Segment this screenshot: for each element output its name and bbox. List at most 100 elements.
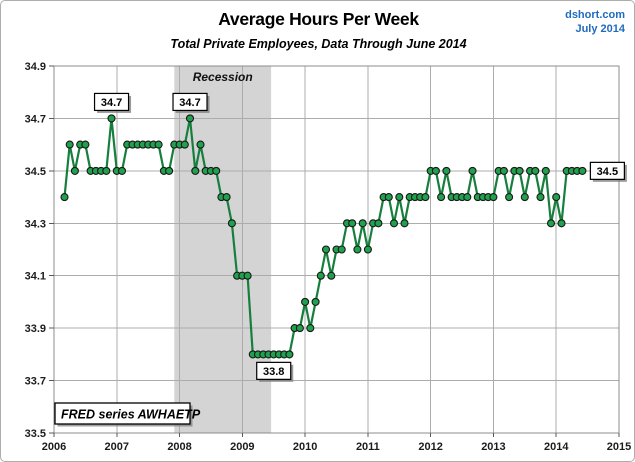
data-point bbox=[107, 114, 116, 123]
annotation-34-7: 34.7 bbox=[93, 92, 132, 113]
data-point bbox=[463, 193, 472, 202]
data-point bbox=[520, 193, 529, 202]
chart-subtitle: Total Private Employees, Data Through Ju… bbox=[170, 37, 467, 51]
y-tick-label: 33.7 bbox=[25, 376, 46, 388]
y-tick-label: 34.7 bbox=[25, 113, 46, 125]
data-point bbox=[374, 219, 383, 228]
annotation-34-7: 34.7 bbox=[172, 92, 210, 113]
data-point bbox=[499, 166, 508, 175]
data-point bbox=[557, 219, 566, 228]
x-tick-label: 2009 bbox=[230, 441, 254, 453]
data-point bbox=[515, 166, 524, 175]
data-point bbox=[327, 271, 336, 280]
data-point bbox=[191, 166, 200, 175]
data-point bbox=[285, 350, 294, 359]
source-site: dshort.com bbox=[565, 9, 625, 21]
axis-ticks bbox=[49, 65, 620, 437]
annotation-text: 34.7 bbox=[179, 97, 200, 109]
y-tick-label: 34.9 bbox=[25, 61, 46, 73]
axis-labels: 33.5 33.7 33.9 34.1 34.3 34.5 34.7 34.9 2006 2007… bbox=[25, 61, 632, 453]
data-point bbox=[536, 193, 545, 202]
data-point bbox=[437, 193, 446, 202]
annotation-rect bbox=[589, 161, 625, 180]
data-point bbox=[552, 193, 561, 202]
annotation-rect bbox=[256, 361, 292, 380]
data-point bbox=[395, 193, 404, 202]
data-point bbox=[468, 166, 477, 175]
chart-title: Average Hours Per Week bbox=[218, 9, 419, 29]
data-point bbox=[227, 219, 236, 228]
x-tick-label: 2014 bbox=[544, 441, 569, 453]
x-tick-label: 2010 bbox=[293, 441, 317, 453]
data-point bbox=[578, 166, 587, 175]
data-point bbox=[358, 219, 367, 228]
data-point bbox=[421, 193, 430, 202]
x-tick-label: 2011 bbox=[356, 441, 380, 453]
data-point bbox=[546, 219, 556, 228]
data-point bbox=[431, 166, 440, 175]
plot-border bbox=[53, 65, 620, 434]
data-series bbox=[60, 114, 587, 359]
source-date: July 2014 bbox=[575, 23, 625, 36]
data-point bbox=[65, 140, 74, 149]
data-point bbox=[301, 297, 310, 306]
data-point bbox=[102, 166, 111, 175]
data-point bbox=[180, 140, 189, 149]
data-point bbox=[117, 166, 127, 175]
data-point bbox=[295, 324, 304, 333]
annotation-33-8: 33.8 bbox=[256, 361, 294, 382]
data-point bbox=[70, 166, 79, 175]
annotation-34-5: 34.5 bbox=[589, 161, 627, 182]
data-point bbox=[541, 166, 550, 175]
data-point bbox=[531, 166, 540, 175]
source-attribution: dshort.com July 2014 bbox=[565, 8, 625, 37]
data-point bbox=[363, 245, 372, 254]
recession-label: Recession bbox=[193, 70, 253, 84]
data-point bbox=[222, 193, 231, 202]
data-point bbox=[321, 245, 331, 254]
y-tick-label: 33.5 bbox=[25, 428, 46, 440]
data-point bbox=[316, 271, 325, 280]
data-point bbox=[348, 219, 357, 228]
data-point bbox=[165, 166, 174, 175]
data-point bbox=[505, 193, 514, 202]
annotation-text: 34.7 bbox=[101, 97, 122, 109]
data-point bbox=[212, 166, 221, 175]
data-point bbox=[243, 271, 252, 280]
series-id-box: FRED series AWHAETP bbox=[54, 402, 201, 427]
y-tick-label: 33.9 bbox=[25, 323, 46, 335]
y-tick-label: 34.5 bbox=[25, 166, 46, 178]
series-line bbox=[63, 117, 583, 356]
annotation-rect bbox=[93, 92, 130, 112]
data-point bbox=[60, 193, 69, 202]
data-point bbox=[154, 140, 163, 149]
data-point bbox=[81, 140, 90, 149]
y-tick-label: 34.3 bbox=[25, 218, 46, 230]
data-point bbox=[389, 219, 399, 228]
x-tick-label: 2007 bbox=[105, 441, 129, 453]
x-tick-label: 2006 bbox=[42, 441, 66, 453]
series-box-label: FRED series AWHAETP bbox=[61, 408, 201, 422]
data-point bbox=[442, 166, 451, 175]
data-point bbox=[353, 245, 362, 254]
annotation-text: 34.5 bbox=[597, 166, 618, 178]
data-point bbox=[185, 114, 195, 123]
x-tick-label: 2008 bbox=[167, 441, 191, 453]
x-tick-label: 2012 bbox=[418, 441, 442, 453]
data-point bbox=[196, 140, 205, 149]
data-point bbox=[400, 219, 409, 228]
data-point bbox=[311, 297, 320, 306]
x-tick-label: 2015 bbox=[607, 441, 631, 453]
data-point bbox=[489, 193, 498, 202]
data-point bbox=[306, 324, 315, 333]
series-box-rect bbox=[54, 402, 191, 425]
y-tick-label: 34.1 bbox=[25, 271, 46, 283]
x-tick-label: 2013 bbox=[481, 441, 505, 453]
annotation-text: 33.8 bbox=[263, 366, 284, 378]
data-point bbox=[337, 245, 346, 254]
annotation-rect bbox=[172, 92, 208, 112]
data-point bbox=[384, 193, 393, 202]
recession-label-text: Recession bbox=[193, 70, 253, 84]
